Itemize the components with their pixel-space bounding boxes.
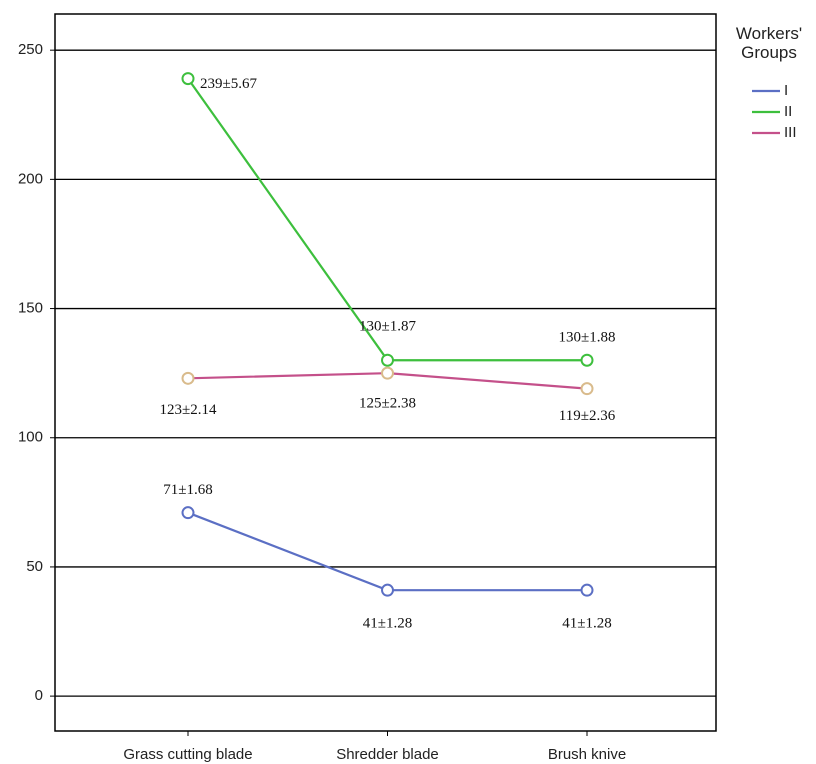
value-label: 41±1.28: [363, 616, 412, 632]
marker: [381, 366, 394, 380]
y-tick-label: 150: [18, 300, 43, 317]
legend-title: Workers' Groups: [735, 24, 803, 62]
value-label: 119±2.36: [559, 408, 616, 424]
value-label: 71±1.68: [163, 482, 212, 498]
y-tick-label: 200: [18, 170, 43, 187]
y-tick-label: 100: [18, 429, 43, 446]
value-label: 123±2.14: [160, 402, 217, 418]
marker: [381, 583, 394, 597]
legend-label: III: [784, 124, 797, 141]
marker: [181, 371, 195, 385]
series-line: [187, 511, 587, 592]
y-tick-label: 0: [35, 687, 43, 704]
value-label: 41±1.28: [562, 616, 611, 632]
marker: [580, 583, 594, 597]
x-tick-label: Shredder blade: [336, 746, 439, 763]
marker: [580, 382, 594, 396]
x-tick-label: Brush knive: [548, 746, 626, 763]
y-tick-label: 50: [26, 558, 43, 575]
legend-label: I: [784, 82, 788, 99]
y-tick-label: 250: [18, 41, 43, 58]
value-label: 130±1.88: [559, 330, 616, 346]
marker: [381, 353, 394, 367]
marker: [181, 72, 195, 86]
marker: [181, 506, 195, 520]
marker: [580, 353, 594, 367]
value-label: 130±1.87: [359, 319, 416, 335]
x-tick-label: Grass cutting blade: [123, 746, 252, 763]
legend-label: II: [784, 103, 792, 120]
plot-area: [54, 13, 717, 732]
value-label: 239±5.67: [200, 76, 257, 92]
value-label: 125±2.38: [359, 396, 416, 412]
